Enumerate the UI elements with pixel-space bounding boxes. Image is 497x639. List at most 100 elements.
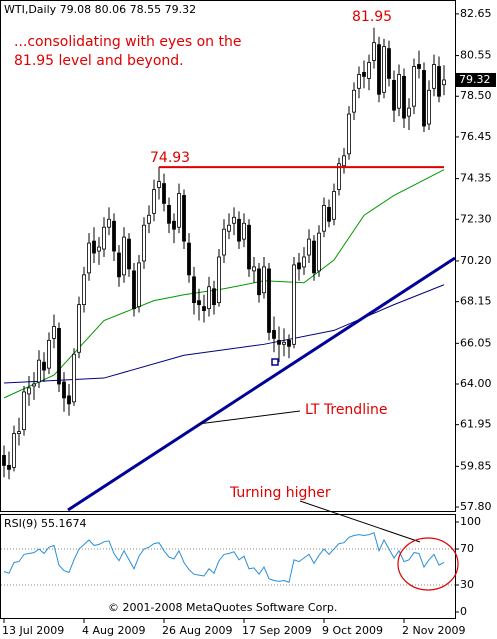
- candle-body: [37, 359, 41, 383]
- chart-header: WTI,Daily 79.08 80.06 78.55 79.32: [4, 3, 196, 16]
- candle-body: [272, 330, 276, 339]
- candle-body: [12, 433, 16, 468]
- rsi-tick-label: 0: [460, 605, 467, 618]
- candle-body: [332, 191, 336, 220]
- callout-line: [197, 410, 301, 425]
- candle-body: [427, 89, 431, 125]
- rsi-tick-label: 70: [460, 542, 474, 555]
- candle-body: [437, 66, 441, 97]
- candle-body: [87, 242, 91, 274]
- candle-body: [42, 361, 46, 371]
- candle-body: [207, 286, 211, 309]
- candle-body: [432, 64, 436, 89]
- candle-body: [347, 113, 351, 155]
- peak-label: 81.95: [352, 9, 392, 25]
- rsi-tick-label: 100: [460, 515, 481, 528]
- candle-body: [237, 218, 241, 242]
- candle-body: [342, 155, 346, 167]
- trendline-anchor: [271, 358, 279, 366]
- rsi-panel: [0, 514, 456, 619]
- candle-body: [392, 79, 396, 111]
- candle-body: [192, 276, 196, 304]
- annotation: LT Trendline: [305, 402, 387, 418]
- candle-body: [412, 66, 416, 107]
- highlight-circle: [397, 537, 459, 591]
- candle-body: [82, 274, 86, 306]
- candle-body: [247, 224, 251, 270]
- candle-body: [407, 107, 411, 117]
- y-tick-label: 72.30: [460, 212, 492, 225]
- y-tick-label: 70.20: [460, 254, 492, 267]
- candle-body: [162, 183, 166, 204]
- candle-body: [77, 304, 81, 353]
- candle-body: [217, 256, 221, 304]
- candle-body: [57, 328, 61, 385]
- y-tick-label: 66.05: [460, 336, 492, 349]
- level-label: 74.93: [150, 150, 190, 166]
- candle-body: [167, 204, 171, 224]
- candle-body: [402, 76, 406, 119]
- x-tick-label: 9 Oct 2009: [322, 624, 383, 637]
- annotation: 81.95 level and beyond.: [14, 53, 184, 69]
- candle-body: [52, 326, 56, 339]
- candle-body: [352, 89, 356, 113]
- candle-body: [382, 46, 386, 93]
- trendline: [67, 256, 456, 512]
- candle-body: [317, 232, 321, 272]
- candle-body: [122, 236, 126, 276]
- copyright: © 2001-2008 MetaQuotes Software Corp.: [108, 601, 337, 614]
- candle-body: [327, 206, 331, 222]
- candle-body: [262, 266, 266, 294]
- y-tick-label: 57.80: [460, 500, 492, 513]
- candle-body: [227, 224, 231, 232]
- candle-body: [222, 228, 226, 256]
- candle-body: [417, 64, 421, 69]
- candle-body: [387, 48, 391, 79]
- rsi-header: RSI(9) 55.1674: [4, 517, 86, 530]
- candle-body: [137, 262, 141, 308]
- candle-body: [7, 464, 11, 470]
- candle-body: [157, 181, 161, 188]
- candle-body: [152, 189, 156, 214]
- candle-body: [292, 264, 296, 345]
- y-tick-label: 80.55: [460, 49, 492, 62]
- candle-body: [132, 270, 136, 309]
- candle-body: [357, 74, 361, 89]
- candle-body: [17, 431, 21, 435]
- candle-body: [177, 193, 181, 228]
- candle-body: [112, 220, 116, 252]
- moving-average: [3, 284, 445, 384]
- candle-body: [372, 42, 376, 61]
- y-tick-label: 78.50: [460, 89, 492, 102]
- rsi-tick-label: 30: [460, 578, 474, 591]
- candle-body: [182, 195, 186, 242]
- price-box: [456, 72, 496, 87]
- candle-body: [62, 381, 66, 399]
- candle-body: [127, 238, 131, 270]
- candle-body: [377, 44, 381, 95]
- candle-body: [202, 306, 206, 311]
- candle-body: [47, 339, 51, 369]
- candle-body: [102, 226, 106, 250]
- x-tick-label: 13 Jul 2009: [2, 624, 64, 637]
- candle-body: [307, 238, 311, 256]
- candle-body: [32, 383, 36, 387]
- y-tick-label: 59.85: [460, 459, 492, 472]
- y-tick-label: 82.65: [460, 7, 492, 20]
- candle-body: [282, 341, 286, 345]
- candle-body: [27, 387, 31, 395]
- y-tick-label: 76.45: [460, 130, 492, 143]
- candle-body: [367, 62, 371, 79]
- y-tick-label: 61.95: [460, 418, 492, 431]
- candle-body: [302, 256, 306, 268]
- candle-body: [22, 391, 26, 431]
- candle-body: [362, 72, 366, 77]
- candle-body: [397, 74, 401, 109]
- candle-body: [92, 240, 96, 254]
- candle-body: [322, 204, 326, 232]
- candle-body: [337, 163, 341, 190]
- candle-body: [97, 246, 101, 252]
- candle-body: [142, 224, 146, 262]
- candle-body: [267, 268, 271, 333]
- candle-body: [297, 262, 301, 270]
